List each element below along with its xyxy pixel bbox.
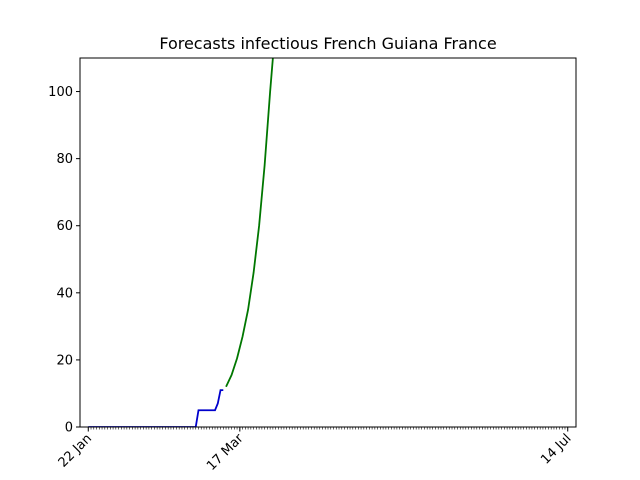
y-tick-label: 60: [56, 219, 73, 234]
plot-frame: [79, 57, 577, 428]
x-tick-label: 17 Mar: [204, 431, 247, 474]
series-line-2: [225, 58, 274, 388]
y-tick-label: 100: [48, 85, 73, 100]
y-tick-label: 80: [56, 152, 73, 167]
series-line-1: [88, 389, 224, 427]
y-tick-label: 0: [65, 421, 73, 436]
plot-area: [88, 58, 274, 427]
y-axis: 0 20 40 60 80 100: [48, 85, 80, 436]
y-tick-label: 20: [56, 353, 73, 368]
y-tick-label: 40: [56, 286, 73, 301]
x-axis: 22 Jan 17 Mar 14 Jul: [56, 427, 575, 474]
x-tick-label: 22 Jan: [56, 431, 95, 470]
chart-title: Forecasts infectious French Guiana Franc…: [159, 34, 496, 53]
x-tick-label: 14 Jul: [538, 431, 574, 467]
